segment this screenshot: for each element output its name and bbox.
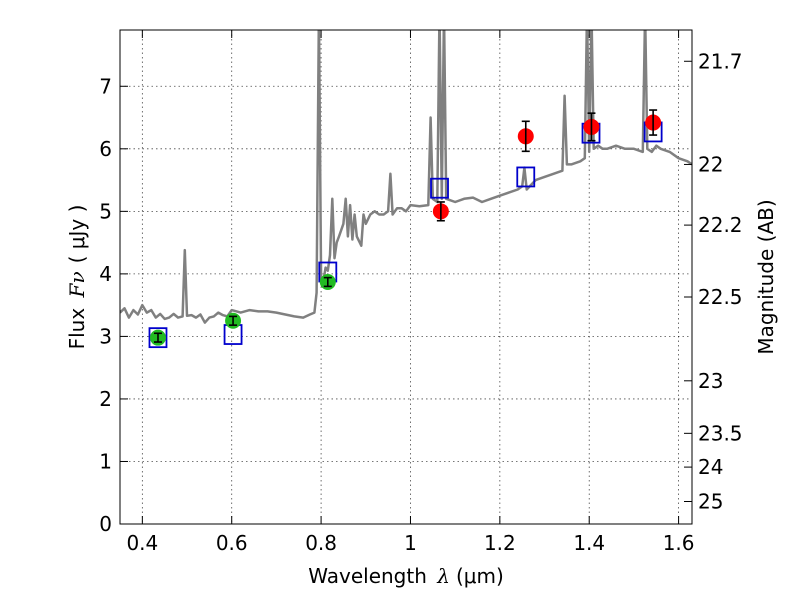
x-axis-label-prefix: Wavelength <box>308 564 433 588</box>
y2-tick-label: 25 <box>698 489 723 513</box>
y-tick-label: 0 <box>99 512 112 536</box>
y-tick-label: 6 <box>99 137 112 161</box>
y-tick-label: 7 <box>99 74 112 98</box>
y2-tick-label: 23.5 <box>698 421 743 445</box>
ticks: 0.4 0.6 0.8 1 1.2 1.4 1.60123456721.72222.222.… <box>99 30 743 555</box>
y2-tick-label: 22.5 <box>698 285 743 309</box>
x-tick-label: 0.6 <box>216 531 248 555</box>
x-tick-label: 1.2 <box>484 531 516 555</box>
y2-axis-label: Magnitude (AB) <box>754 199 778 354</box>
y2-tick-label: 22 <box>698 152 723 176</box>
model-square-marker <box>430 177 449 199</box>
y-tick-label: 2 <box>99 387 112 411</box>
y2-tick-label: 22.2 <box>698 213 743 237</box>
y-axis-label-unit: ( μJy ) <box>65 205 89 264</box>
y2-tick-label: 21.7 <box>698 49 743 73</box>
y-tick-label: 1 <box>99 449 112 473</box>
y2-tick-label: 23 <box>698 369 723 393</box>
x-tick-label: 0.4 <box>126 531 158 555</box>
x-tick-label: 1 <box>404 531 417 555</box>
model-square-marker <box>148 327 168 349</box>
x-tick-label: 1.4 <box>573 531 605 555</box>
model-square-marker <box>516 166 536 188</box>
plot-area <box>120 30 692 349</box>
x-tick-label: 0.8 <box>305 531 337 555</box>
spectrum-line <box>120 30 692 324</box>
x-axis-label: Wavelength λ (μm) <box>308 564 504 588</box>
y-axis-label-symbol: Fν <box>65 271 89 298</box>
y-axis-label: Flux Fν ( μJy ) <box>65 205 89 350</box>
x-tick-label: 1.6 <box>663 531 695 555</box>
y-tick-label: 5 <box>99 199 112 223</box>
x-axis-label-symbol: λ <box>436 564 450 588</box>
y-axis-label-prefix: Flux <box>65 301 89 349</box>
y-tick-label: 4 <box>99 262 112 286</box>
y-tick-label: 3 <box>99 324 112 348</box>
y2-tick-label: 24 <box>698 455 723 479</box>
plot-frame <box>119 29 693 525</box>
x-axis-label-unit: (μm) <box>456 564 504 588</box>
